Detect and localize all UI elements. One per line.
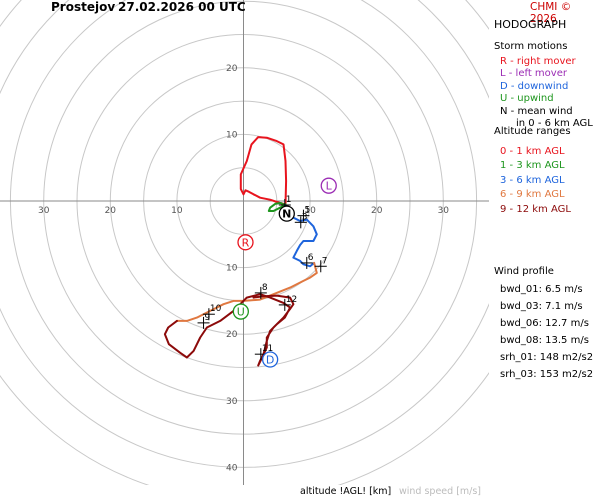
altitude-range-item: 1 - 3 km AGL <box>500 160 565 171</box>
wind-profile-value: 12.7 m/s <box>545 317 589 329</box>
storm-motion-marker <box>261 351 279 368</box>
height-marker-label: 8 <box>262 283 268 293</box>
storm-motion-item: U - upwind <box>500 93 554 104</box>
storm-motions-heading: Storm motions <box>494 41 568 52</box>
height-marker-label: 3 <box>302 212 308 222</box>
mean-wind-note: in 0 - 6 km AGL <box>516 118 593 129</box>
wind-profile-row: bwd_01: 6.5 m/s <box>494 281 593 298</box>
y-tick-label: 20 <box>226 64 238 74</box>
hodograph-series-line <box>163 293 295 367</box>
altitude-range-item: 9 - 12 km AGL <box>500 203 571 215</box>
x-tick-label: 20 <box>371 206 383 216</box>
wind-profile-label: srh_01: <box>500 351 540 363</box>
wind-profile-label: bwd_03: <box>500 300 546 312</box>
storm-motion-marker <box>278 205 295 222</box>
hodograph-series-line <box>175 261 318 322</box>
height-marker-label: 12 <box>286 295 297 305</box>
height-marker-label: 10 <box>210 304 222 314</box>
wind-profile-panel: Wind profile bwd_01: 6.5 m/s bwd_03: 7.1 … <box>494 266 593 383</box>
x-tick-label: 30 <box>38 206 50 216</box>
wind-profile-label: bwd_08: <box>500 334 546 346</box>
wind-profile-label: bwd_06: <box>500 317 546 329</box>
wind-profile-value: 6.5 m/s <box>545 283 583 295</box>
wind-profile-heading: Wind profile <box>494 266 554 277</box>
x-tick-label: 10 <box>171 206 183 216</box>
altitude-range-item: 3 - 6 km AGL <box>500 174 565 186</box>
station-name: Prostejov <box>51 0 116 14</box>
x-tick-label: 10 <box>304 206 316 216</box>
credit-label: CHMI © 2026 <box>530 1 572 25</box>
height-marker-label: 5 <box>304 206 310 216</box>
hodograph-series-line <box>267 202 287 212</box>
height-marker-label: 1 <box>286 195 292 205</box>
storm-motion-letter: R <box>242 236 250 249</box>
speed-ring <box>0 0 489 468</box>
height-marker-label: 9 <box>205 313 211 323</box>
x-tick-label: 30 <box>438 206 450 216</box>
altitude-range-item: 0 - 1 km AGL <box>500 145 565 157</box>
storm-motion-letter: L <box>326 180 333 193</box>
hodograph-title: HODOGRAPH <box>494 18 567 31</box>
altitude-range-item: 6 - 9 km AGL <box>500 189 565 200</box>
altitude-ranges-heading: Altitude ranges <box>494 126 571 137</box>
wind-profile-label: srh_03: <box>500 368 540 380</box>
wind-profile-value: 153 m2/s2 <box>539 368 594 380</box>
altitude-axis-label: altitude !AGL! [km] <box>300 486 392 497</box>
storm-motion-item: R - right mover <box>500 55 576 67</box>
wind-profile-row: srh_01: 148 m2/s2 <box>494 349 593 366</box>
y-tick-label: 40 <box>226 463 238 473</box>
storm-motion-item: L - left mover <box>500 68 567 79</box>
wind-profile-value: 7.1 m/s <box>545 300 583 312</box>
storm-motions-legend: Storm motions R - right mover L - left mo… <box>494 41 593 131</box>
storm-motion-marker <box>320 177 337 194</box>
speed-ring <box>0 0 489 485</box>
storm-motion-item: N - mean wind <box>500 105 573 117</box>
storm-motion-marker <box>237 234 254 251</box>
storm-motion-item: D - downwind <box>500 80 569 92</box>
height-marker-label: 6 <box>308 253 314 263</box>
hodograph-grid: 30 20 10 10 20 30 20 10 10 20 30 40 <box>0 0 489 485</box>
wind-profile-value: 148 m2/s2 <box>539 351 594 363</box>
wind-profile-row: bwd_08: 13.5 m/s <box>494 332 593 349</box>
datetime-label: 27.02.2026 00 UTC <box>118 0 246 14</box>
wind-speed-axis-label: wind speed [m/s] <box>399 486 482 497</box>
x-tick-label: 20 <box>105 206 117 216</box>
storm-motion-letter: N <box>282 208 291 221</box>
y-tick-label: 10 <box>226 130 238 140</box>
hodograph-series <box>163 136 318 367</box>
wind-profile-label: bwd_01: <box>500 283 546 295</box>
height-marker-label: 11 <box>262 344 273 354</box>
storm-motion-letter: U <box>237 306 245 319</box>
y-tick-label: 30 <box>226 397 238 407</box>
wind-profile-row: bwd_06: 12.7 m/s <box>494 315 593 332</box>
wind-profile-row: bwd_03: 7.1 m/s <box>494 298 593 315</box>
y-tick-label: 20 <box>226 330 238 340</box>
altitude-ranges-legend: Altitude ranges 0 - 1 km AGL 1 - 3 km AGL… <box>494 126 571 217</box>
hodograph-series-line <box>239 136 288 206</box>
storm-motion-marker <box>232 303 249 320</box>
storm-motion-letter: D <box>266 354 274 367</box>
wind-profile-row: srh_03: 153 m2/s2 <box>494 366 593 383</box>
height-marker-label: 7 <box>322 256 328 266</box>
y-tick-label: 10 <box>226 264 238 274</box>
wind-profile-value: 13.5 m/s <box>545 334 589 346</box>
